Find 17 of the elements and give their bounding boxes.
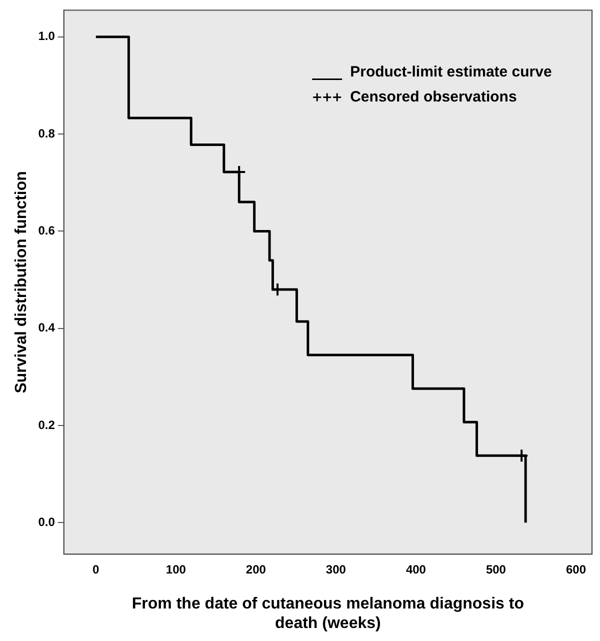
y-tick-label: 1.0 [38,29,56,44]
x-tick-label: 300 [326,562,346,577]
y-tick-label: 0.8 [38,126,56,140]
y-tick-label: 0.0 [38,514,56,529]
x-axis-title: From the date of cutaneous melanoma diagnosis to death (weeks) [132,596,524,632]
y-tick-label: 0.2 [38,418,56,432]
legend-label: Censored observations [350,88,517,106]
y-axis-title: Survival distribution function [13,171,30,394]
y-tick-label: 0.4 [38,320,56,335]
y-tick-label: 0.6 [38,224,56,238]
x-tick-label: 400 [406,562,426,577]
x-tick-label: 600 [566,562,586,577]
x-tick-label: 200 [246,562,266,577]
x-tick-label: 500 [486,562,506,577]
legend-label: Product-limit estimate curve [350,63,552,80]
x-tick-label: 0 [92,562,100,577]
x-tick-label: 100 [166,562,186,577]
